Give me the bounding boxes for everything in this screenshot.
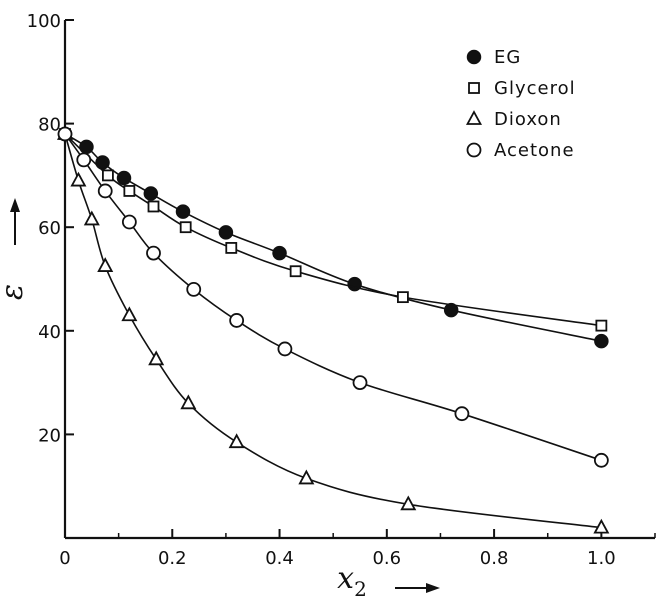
x-tick-label: 0 [59,548,70,569]
data-point-acetone [593,452,609,468]
axis-labels: ε x2 [0,198,440,601]
data-point-dioxon [148,350,165,366]
data-point-glycerol [595,319,608,332]
data-point-dioxon [400,495,417,511]
data-point-eg [272,245,287,261]
x-tick-label: 0.2 [158,548,187,569]
x-axis-label: x2 [337,561,367,601]
data-point-dioxon [97,257,114,272]
data-point-eg [218,225,234,240]
data-point-eg [95,155,110,170]
data-point-glycerol [179,221,192,234]
data-point-acetone [57,126,73,142]
y-axis-arrowhead [10,198,20,212]
y-tick-label: 40 [38,322,61,343]
data-point-dioxon [593,518,610,534]
axes [63,20,655,540]
y-axis-label: ε [0,284,30,300]
data-point-eg [116,170,132,186]
data-point-eg [175,204,191,219]
legend-label-acetone: Acetone [494,140,575,161]
legend-marker-glycerol [468,82,480,94]
data-point-dioxon [228,433,245,449]
data-point-acetone [454,406,470,422]
x-tick-label: 0.4 [265,548,294,569]
data-point-dioxon [121,306,138,322]
data-point-acetone [186,281,202,297]
legend-label-eg: EG [494,47,521,68]
x-axis-label-subscript: 2 [354,577,367,601]
data-point-acetone [146,245,161,261]
series-line-acetone [64,133,602,462]
series-acetone [57,126,609,468]
ticks: 0 0.2 0.4 0.6 0.8 1.0 20 40 60 80 100 [27,11,656,569]
legend: EG Glycerol Dioxon Acetone [465,47,576,161]
x-axis-label-main: x [337,561,354,596]
data-point-acetone [121,214,137,230]
y-tick-label: 100 [27,11,61,32]
data-point-glycerol [102,169,114,182]
data-point-acetone [229,313,245,328]
data-point-dioxon [83,210,100,226]
data-point-dioxon [180,394,197,410]
x-tick-label: 1.0 [587,548,616,569]
legend-label-dioxon: Dioxon [494,109,562,130]
y-tick-label: 80 [38,115,61,136]
series-line-eg [64,133,602,342]
data-point-acetone [352,375,368,391]
data-point-acetone [97,183,113,199]
data-point-glycerol [225,242,238,254]
data-point-glycerol [397,291,409,304]
data-point-glycerol [147,200,160,213]
y-tick-label: 20 [38,425,61,446]
data-point-eg [143,186,159,201]
data-point-eg [443,302,459,318]
data-point-glycerol [123,185,136,197]
data-point-acetone [76,152,92,168]
data-point-eg [594,333,609,349]
data-point-glycerol [289,265,302,278]
data-point-dioxon [70,171,87,187]
series-line-glycerol [64,133,602,327]
legend-label-glycerol: Glycerol [494,78,576,99]
legend-marker-dioxon [465,110,483,125]
y-tick-label: 60 [38,218,61,239]
x-axis-arrowhead [426,583,440,593]
x-tick-label: 0.8 [480,548,509,569]
legend-marker-acetone [466,142,482,158]
legend-marker-eg [466,49,482,65]
data-point-acetone [277,341,293,357]
series-layer [56,125,610,534]
data-point-dioxon [298,469,315,485]
x-tick-label: 0.6 [372,548,401,569]
